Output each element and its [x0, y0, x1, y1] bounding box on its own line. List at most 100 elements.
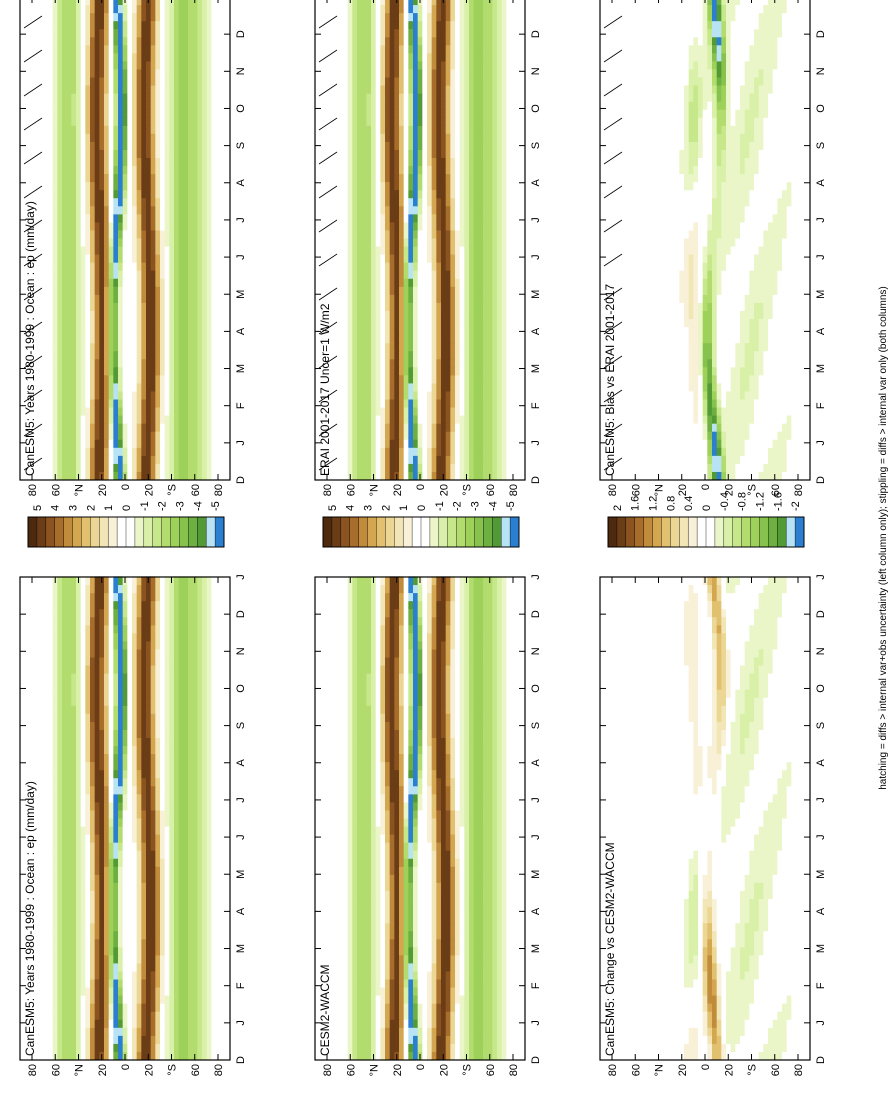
heat-cell	[192, 809, 198, 819]
heat-cell	[76, 1043, 82, 1052]
heat-cell	[155, 294, 161, 303]
heat-cell	[20, 1043, 26, 1052]
heat-cell	[90, 922, 96, 932]
heat-cell	[48, 809, 54, 819]
heat-cell	[202, 350, 208, 360]
heat-cell	[85, 1003, 91, 1012]
heat-cell	[113, 173, 119, 183]
heat-cell	[108, 922, 114, 932]
heat-cell	[108, 801, 114, 811]
heat-cell	[150, 995, 156, 1004]
heat-cell	[206, 1003, 212, 1012]
hatch-line	[23, 423, 43, 437]
heat-cell	[66, 817, 72, 827]
heat-cell	[118, 793, 124, 803]
heat-cell	[94, 229, 100, 239]
heat-cell	[52, 205, 58, 215]
heat-cell	[127, 946, 133, 956]
heat-cell	[211, 318, 217, 328]
heat-cell	[80, 713, 86, 722]
heat-cell	[29, 729, 35, 738]
heat-cell	[104, 1011, 110, 1020]
heat-cell	[76, 93, 82, 102]
heat-cell	[192, 946, 198, 956]
heat-cell	[122, 109, 128, 118]
heat-cell	[192, 930, 198, 940]
heat-cell	[90, 76, 96, 86]
heat-cell	[71, 697, 77, 706]
heat-cell	[62, 278, 68, 287]
heat-cell	[136, 1043, 142, 1052]
heat-cell	[62, 294, 68, 303]
heat-cell	[216, 697, 222, 706]
heat-cell	[197, 753, 203, 763]
heat-cell	[211, 423, 217, 432]
heat-cell	[66, 946, 72, 956]
heat-cell	[62, 954, 68, 964]
heat-cell	[90, 817, 96, 827]
heat-cell	[62, 721, 68, 730]
heat-cell	[29, 36, 35, 46]
heat-cell	[122, 890, 128, 899]
heat-cell	[211, 173, 217, 183]
heat-cell	[136, 0, 142, 6]
heat-cell	[118, 221, 124, 231]
heat-cell	[155, 342, 161, 352]
heat-cell	[220, 858, 226, 867]
heat-cell	[136, 809, 142, 819]
heat-cell	[192, 117, 198, 126]
heat-cell	[178, 197, 184, 207]
heat-cell	[43, 1003, 49, 1012]
heat-cell	[104, 36, 110, 46]
heat-cell	[211, 197, 217, 207]
heat-cell	[62, 390, 68, 400]
heat-cell	[150, 898, 156, 908]
heat-cell	[206, 842, 212, 851]
heat-cell	[48, 793, 54, 803]
heat-cell	[155, 84, 161, 94]
heat-cell	[104, 745, 110, 755]
heat-cell	[202, 986, 208, 996]
hatch-line	[23, 151, 43, 165]
heat-cell	[206, 1035, 212, 1044]
heat-cell	[34, 415, 40, 424]
heat-cell	[164, 785, 170, 795]
heat-cell	[164, 68, 170, 78]
heat-cell	[71, 254, 77, 263]
heat-cell	[38, 390, 44, 400]
heat-cell	[71, 423, 77, 432]
heat-cell	[127, 406, 133, 416]
heat-cell	[76, 809, 82, 819]
heat-cell	[113, 962, 119, 972]
heat-cell	[122, 672, 128, 682]
heat-cell	[141, 93, 147, 102]
heat-cell	[113, 205, 119, 215]
heat-cell	[160, 1035, 166, 1044]
heat-cell	[38, 954, 44, 964]
heat-cell	[183, 334, 189, 344]
heat-cell	[211, 117, 217, 126]
heat-cell	[150, 101, 156, 110]
heat-cell	[174, 833, 180, 843]
heat-cell	[178, 858, 184, 867]
heat-cell	[202, 326, 208, 336]
heat-cell	[132, 801, 138, 811]
heat-cell	[146, 809, 152, 819]
heat-cell	[206, 962, 212, 972]
heat-cell	[104, 785, 110, 795]
heat-cell	[57, 737, 63, 747]
heat-cell	[202, 833, 208, 843]
heat-cell	[29, 245, 35, 255]
heat-cell	[169, 398, 175, 408]
heat-cell	[183, 761, 189, 771]
heat-cell	[220, 697, 226, 706]
heat-cell	[155, 874, 161, 883]
heat-cell	[141, 398, 147, 408]
heat-cell	[104, 753, 110, 763]
heat-cell	[43, 93, 49, 102]
heat-cell	[52, 36, 58, 46]
heat-cell	[188, 817, 194, 827]
heat-cell	[94, 890, 100, 899]
heat-cell	[174, 817, 180, 827]
heat-cell	[141, 906, 147, 916]
